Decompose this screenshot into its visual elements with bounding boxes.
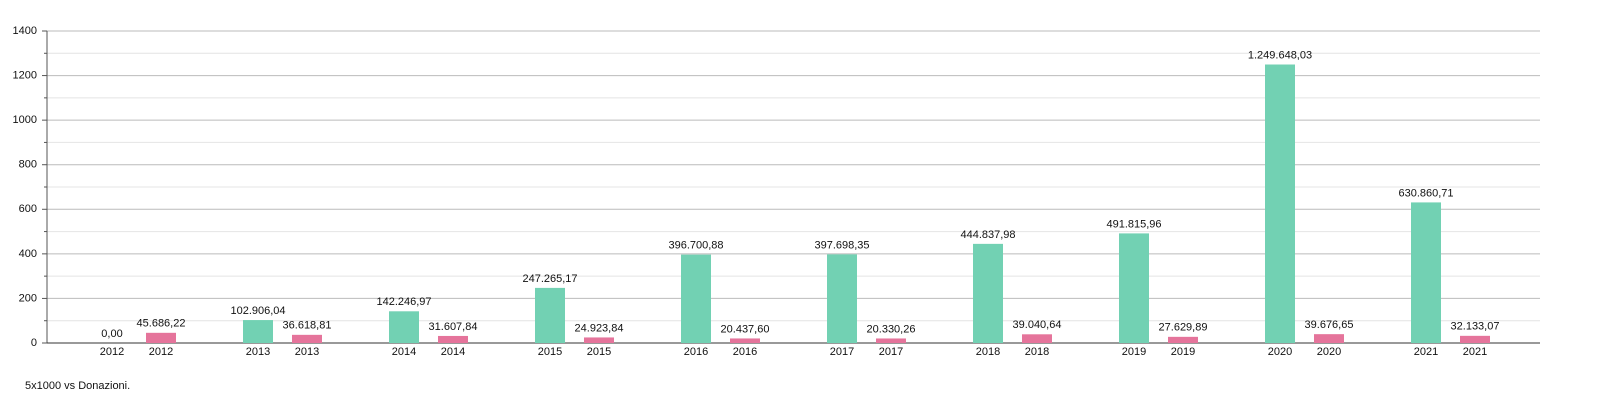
x-tick-label: 2014: [392, 346, 416, 358]
value-label: 32.133,07: [1451, 321, 1500, 333]
bar: [1168, 336, 1198, 343]
bar: [730, 338, 760, 343]
x-tick-label: 2019: [1122, 346, 1146, 358]
bar: [1411, 202, 1441, 343]
value-label: 31.607,84: [429, 321, 478, 333]
value-label: 102.906,04: [230, 305, 285, 317]
bar: [1265, 64, 1295, 343]
value-label: 0,00: [101, 328, 122, 340]
bar: [827, 254, 857, 343]
value-label: 142.246,97: [376, 296, 431, 308]
x-tick-label: 2012: [100, 346, 124, 358]
bar: [389, 311, 419, 343]
value-label: 39.676,65: [1305, 319, 1354, 331]
x-tick-label: 2013: [246, 346, 270, 358]
value-label: 1.249.648,03: [1248, 49, 1312, 61]
y-tick-label: 0: [31, 337, 37, 349]
y-tick-label: 200: [19, 292, 37, 304]
x-tick-label: 2019: [1171, 346, 1195, 358]
value-label: 396.700,88: [668, 239, 723, 251]
bar: [292, 334, 322, 343]
bar: [973, 243, 1003, 343]
x-tick-label: 2021: [1414, 346, 1438, 358]
x-tick-label: 2018: [976, 346, 1000, 358]
x-tick-label: 2017: [879, 346, 903, 358]
value-label: 444.837,98: [960, 229, 1015, 241]
bar: [681, 254, 711, 343]
value-label: 24.923,84: [575, 322, 624, 334]
value-label: 20.437,60: [721, 323, 770, 335]
y-tick-label: 1200: [13, 69, 37, 81]
x-tick-label: 2015: [587, 346, 611, 358]
value-label: 397.698,35: [814, 239, 869, 251]
x-tick-label: 2016: [684, 346, 708, 358]
bar: [243, 320, 273, 343]
bar: [1022, 334, 1052, 343]
y-tick-label: 400: [19, 248, 37, 260]
bar: [438, 335, 468, 343]
bar: [535, 287, 565, 343]
bar: [1460, 335, 1490, 343]
value-label: 39.040,64: [1013, 319, 1062, 331]
x-tick-label: 2021: [1463, 346, 1487, 358]
y-tick-label: 800: [19, 159, 37, 171]
chart-footer: 5x1000 vs Donazioni.: [25, 380, 130, 392]
value-label: 247.265,17: [522, 273, 577, 285]
value-label: 491.815,96: [1106, 218, 1161, 230]
y-tick-label: 600: [19, 203, 37, 215]
x-tick-label: 2020: [1317, 346, 1341, 358]
y-tick-label: 1400: [13, 25, 37, 37]
value-label: 36.618,81: [283, 320, 332, 332]
bar: [584, 337, 614, 343]
value-label: 27.629,89: [1159, 322, 1208, 334]
value-label: 630.860,71: [1398, 187, 1453, 199]
x-tick-label: 2017: [830, 346, 854, 358]
bar: [1119, 233, 1149, 343]
bar: [876, 338, 906, 343]
x-tick-label: 2015: [538, 346, 562, 358]
bar: [146, 332, 176, 343]
x-tick-label: 2018: [1025, 346, 1049, 358]
bar: [1314, 334, 1344, 343]
y-tick-label: 1000: [13, 114, 37, 126]
value-label: 45.686,22: [137, 318, 186, 330]
x-tick-label: 2020: [1268, 346, 1292, 358]
x-tick-label: 2014: [441, 346, 465, 358]
x-tick-label: 2012: [149, 346, 173, 358]
x-tick-label: 2013: [295, 346, 319, 358]
x-tick-label: 2016: [733, 346, 757, 358]
value-label: 20.330,26: [867, 323, 916, 335]
